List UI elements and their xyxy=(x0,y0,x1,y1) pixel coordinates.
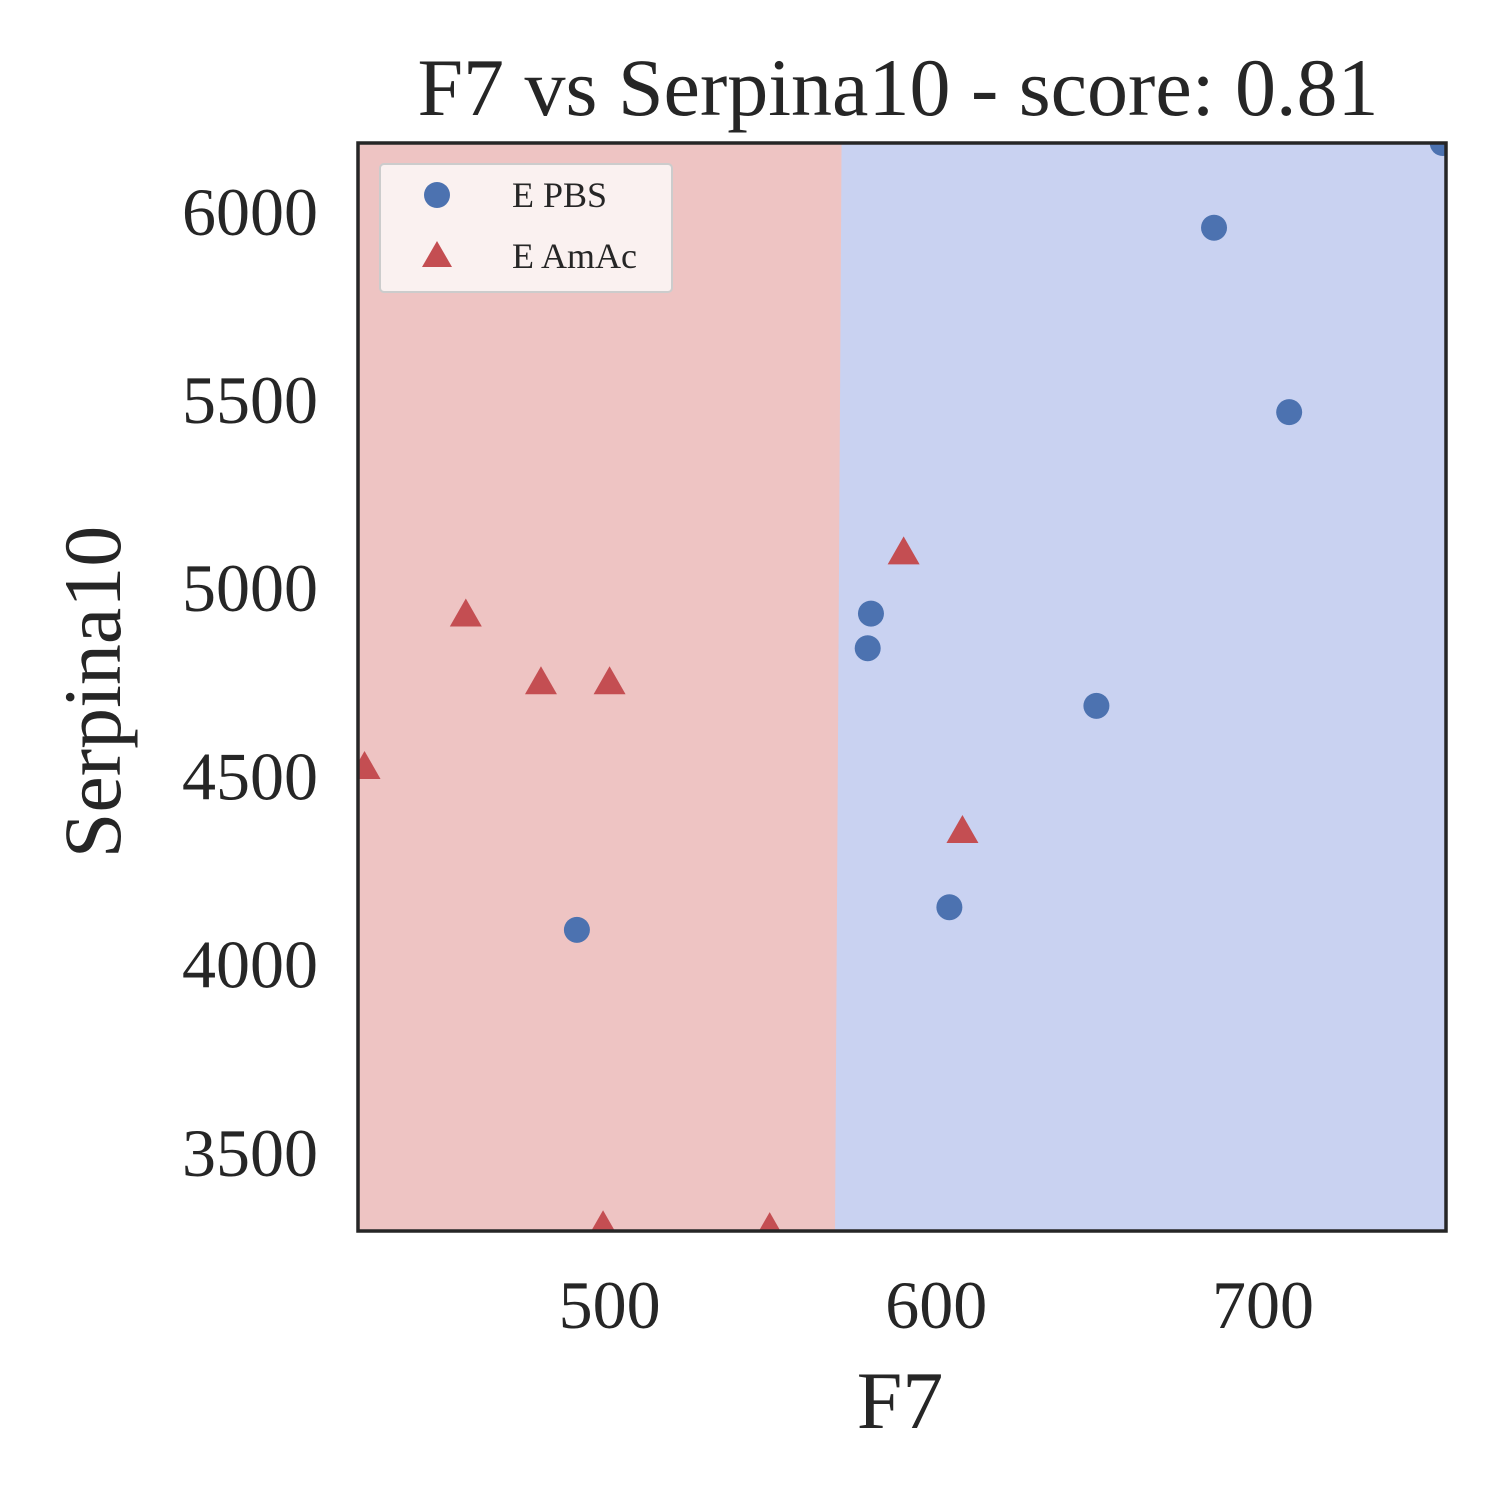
point-e-amac xyxy=(449,598,482,627)
y-tick-label: 5500 xyxy=(182,362,318,438)
point-e-pbs xyxy=(857,600,884,627)
point-e-amac xyxy=(887,536,920,565)
y-axis-ticks: 3500 4000 4500 5000 5500 6000 xyxy=(182,174,318,1191)
x-tick-label: 700 xyxy=(1212,1267,1314,1343)
point-e-pbs xyxy=(936,894,963,921)
legend-label-amac: E AmAc xyxy=(512,236,637,276)
y-tick-label: 6000 xyxy=(182,174,318,250)
legend: E PBS E AmAc xyxy=(379,163,673,293)
point-e-amac xyxy=(591,1210,615,1231)
y-tick-label: 4500 xyxy=(182,738,318,814)
legend-marker-triangle xyxy=(422,241,452,267)
x-tick-label: 600 xyxy=(885,1267,987,1343)
point-e-pbs xyxy=(854,635,881,662)
point-e-pbs xyxy=(1083,692,1110,719)
point-e-amac xyxy=(758,1212,781,1231)
y-tick-label: 5000 xyxy=(182,550,318,626)
plot-frame xyxy=(356,141,1448,1233)
y-tick-label: 3500 xyxy=(182,1115,318,1191)
point-e-amac xyxy=(946,814,979,843)
y-axis-label: Serpina10 xyxy=(47,526,138,858)
legend-box xyxy=(379,163,673,293)
point-e-pbs xyxy=(1429,143,1446,156)
x-axis-label: F7 xyxy=(857,1355,944,1446)
data-points xyxy=(358,143,1446,1231)
x-axis-ticks: 500 600 700 xyxy=(559,1267,1314,1343)
point-e-amac xyxy=(593,666,626,695)
point-e-pbs xyxy=(1201,214,1228,241)
decision-regions xyxy=(358,143,1446,1231)
point-e-pbs xyxy=(1276,399,1303,426)
x-tick-label: 500 xyxy=(559,1267,661,1343)
legend-marker-circle xyxy=(424,182,450,208)
point-e-pbs xyxy=(563,916,590,943)
legend-label-pbs: E PBS xyxy=(512,175,607,215)
y-tick-label: 4000 xyxy=(182,927,318,1003)
point-e-amac xyxy=(524,666,557,695)
point-e-amac xyxy=(358,750,381,779)
chart-title: F7 vs Serpina10 - score: 0.81 xyxy=(417,42,1378,133)
